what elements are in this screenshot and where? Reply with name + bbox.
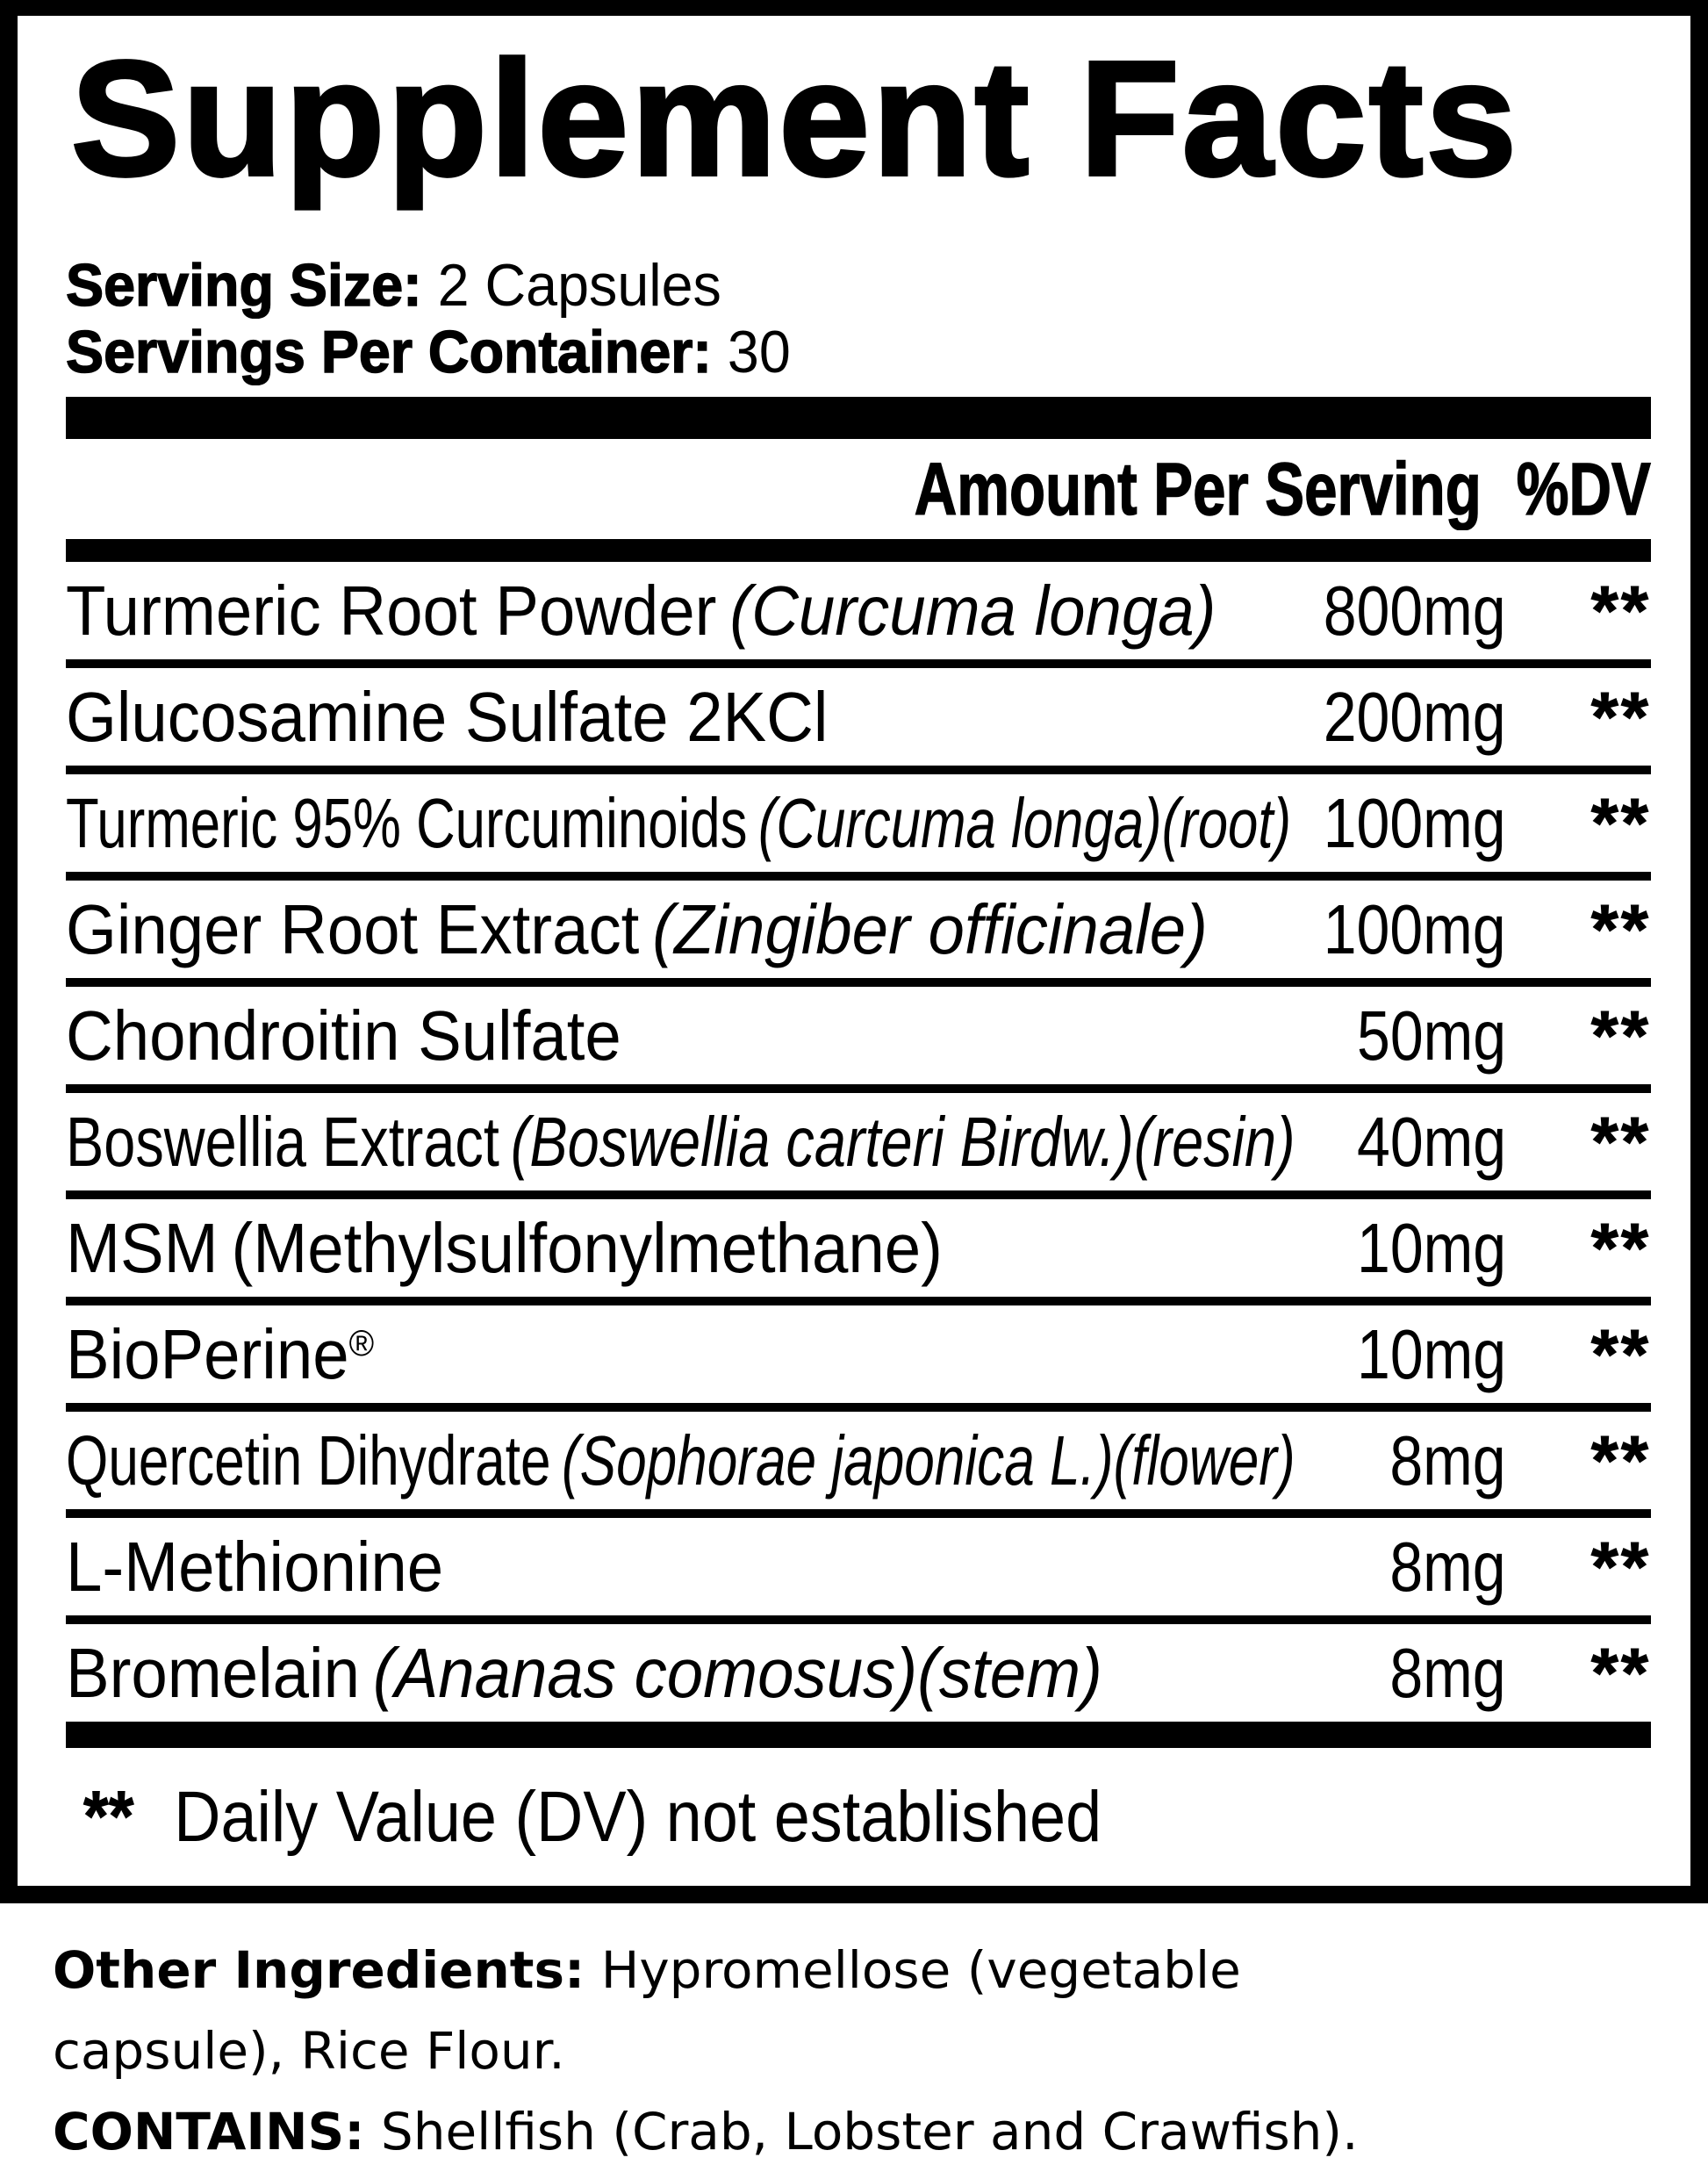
thick-divider-top <box>66 397 1651 439</box>
registered-mark: ® <box>348 1321 375 1363</box>
ingredient-row: Chondroitin Sulfate 50mg ** <box>66 987 1651 1084</box>
row-separator <box>66 659 1651 668</box>
table-header-row: Amount Per Serving %DV <box>66 439 1651 539</box>
ingredient-name: Ginger Root Extract <box>66 889 640 968</box>
ingredient-row: Ginger Root Extract (Zingiber officinale)… <box>66 881 1651 978</box>
ingredient-note: (Sophorae japonica L.)(flower) <box>561 1420 1295 1500</box>
ingredient-name: MSM <box>66 1208 219 1287</box>
ingredient-name: Boswellia Extract <box>66 1102 499 1181</box>
ingredient-note: (Boswellia carteri Birdw.)(resin) <box>510 1102 1295 1181</box>
serving-size-line: Serving Size: 2 Capsules <box>65 251 1651 320</box>
ingredient-amount: 10mg <box>1356 1208 1506 1287</box>
ingredient-row: Boswellia Extract (Boswellia carteri Bird… <box>66 1093 1651 1190</box>
contains-text: Shellfish (Crab, Lobster and Crawfish). <box>364 2102 1359 2161</box>
ingredient-name: Chondroitin Sulfate <box>66 996 621 1075</box>
row-separator <box>66 1297 1651 1305</box>
ingredient-note: (Curcuma longa)(root) <box>757 783 1292 862</box>
servings-per-container-line: Servings Per Container: 30 <box>65 318 1651 386</box>
other-ingredients-section: Other Ingredients: Hypromellose (vegetab… <box>53 1903 1668 2172</box>
ingredient-note: (Methylsulfonylmethane) <box>231 1208 943 1287</box>
ingredient-dv: ** <box>1590 1420 1651 1500</box>
ingredient-row: MSM (Methylsulfonylmethane) 10mg ** <box>66 1199 1651 1297</box>
contains-label: CONTAINS: <box>53 2102 365 2161</box>
serving-size-value: 2 Capsules <box>437 252 721 319</box>
ingredient-name: BioPerine® <box>66 1314 375 1393</box>
ingredient-amount: 8mg <box>1389 1527 1506 1606</box>
other-ingredients-label: Other Ingredients: <box>53 1940 585 2000</box>
ingredient-dv: ** <box>1590 677 1651 756</box>
header-divider <box>66 539 1651 562</box>
ingredient-name: Glucosamine Sulfate 2KCl <box>66 677 829 756</box>
ingredient-name: Turmeric 95% Curcuminoids <box>66 783 748 862</box>
row-separator <box>66 1190 1651 1199</box>
supplement-facts-panel: Supplement Facts Serving Size: 2 Capsule… <box>0 0 1708 1903</box>
row-separator <box>66 1084 1651 1093</box>
row-separator <box>66 978 1651 987</box>
ingredient-amount: 10mg <box>1356 1314 1506 1393</box>
amount-per-serving-header: Amount Per Serving <box>914 447 1482 531</box>
ingredient-amount: 50mg <box>1356 996 1506 1075</box>
ingredient-name: Bromelain <box>66 1633 360 1712</box>
ingredient-amount: 100mg <box>1324 889 1506 968</box>
ingredient-amount: 8mg <box>1389 1633 1506 1712</box>
other-ingredients-text2: capsule), Rice Flour. <box>53 2021 565 2081</box>
ingredient-dv: ** <box>1590 571 1651 650</box>
row-separator <box>66 1403 1651 1412</box>
footnote-text: Daily Value (DV) not established <box>174 1776 1102 1857</box>
other-ingredients-line2: capsule), Rice Flour. <box>53 2010 1668 2091</box>
ingredient-amount: 8mg <box>1389 1420 1506 1500</box>
ingredient-dv: ** <box>1590 1102 1651 1181</box>
thick-divider-bottom <box>66 1722 1651 1748</box>
ingredient-row: Bromelain (Ananas comosus)(stem) 8mg ** <box>66 1624 1651 1722</box>
row-separator <box>66 1615 1651 1624</box>
ingredient-row: Turmeric 95% Curcuminoids (Curcuma longa)… <box>66 774 1651 872</box>
ingredient-dv: ** <box>1590 1314 1651 1393</box>
ingredient-amount: 40mg <box>1356 1102 1506 1181</box>
ingredient-amount: 100mg <box>1324 783 1506 862</box>
other-ingredients-line1: Other Ingredients: Hypromellose (vegetab… <box>53 1930 1668 2010</box>
servings-per-container-label: Servings Per Container: <box>65 318 712 386</box>
row-separator <box>66 1509 1651 1518</box>
ingredient-dv: ** <box>1590 1527 1651 1606</box>
contains-line: CONTAINS: Shellfish (Crab, Lobster and C… <box>53 2091 1668 2172</box>
ingredient-name: Turmeric Root Powder <box>66 571 717 650</box>
servings-per-container-value: 30 <box>727 319 791 385</box>
ingredient-amount: 200mg <box>1324 677 1506 756</box>
serving-size-label: Serving Size: <box>65 251 422 320</box>
ingredient-dv: ** <box>1590 889 1651 968</box>
ingredient-amount: 800mg <box>1324 571 1506 650</box>
percent-dv-header: %DV <box>1516 447 1651 531</box>
ingredient-row: Quercetin Dihydrate (Sophorae japonica L.… <box>66 1412 1651 1509</box>
ingredient-dv: ** <box>1590 996 1651 1075</box>
row-separator <box>66 872 1651 881</box>
ingredient-row: Turmeric Root Powder (Curcuma longa) 800m… <box>66 562 1651 659</box>
ingredient-note: (Ananas comosus)(stem) <box>372 1633 1102 1712</box>
ingredient-dv: ** <box>1590 783 1651 862</box>
other-ingredients-text: Hypromellose (vegetable <box>585 1940 1241 2000</box>
ingredient-row: Glucosamine Sulfate 2KCl 200mg ** <box>66 668 1651 766</box>
panel-title: Supplement Facts <box>69 26 1519 212</box>
ingredient-row: BioPerine® 10mg ** <box>66 1305 1651 1403</box>
ingredient-name: L-Methionine <box>66 1527 444 1606</box>
ingredient-note: (Zingiber officinale) <box>652 889 1208 968</box>
footnote-asterisks: ** <box>83 1776 134 1857</box>
daily-value-footnote: ** Daily Value (DV) not established <box>66 1748 1651 1886</box>
ingredient-name: Quercetin Dihydrate <box>66 1420 551 1500</box>
ingredient-dv: ** <box>1590 1208 1651 1287</box>
ingredient-note: (Curcuma longa) <box>729 571 1216 650</box>
ingredient-row: L-Methionine 8mg ** <box>66 1518 1651 1615</box>
ingredient-table: Turmeric Root Powder (Curcuma longa) 800m… <box>66 562 1651 1722</box>
row-separator <box>66 766 1651 774</box>
ingredient-dv: ** <box>1590 1633 1651 1712</box>
